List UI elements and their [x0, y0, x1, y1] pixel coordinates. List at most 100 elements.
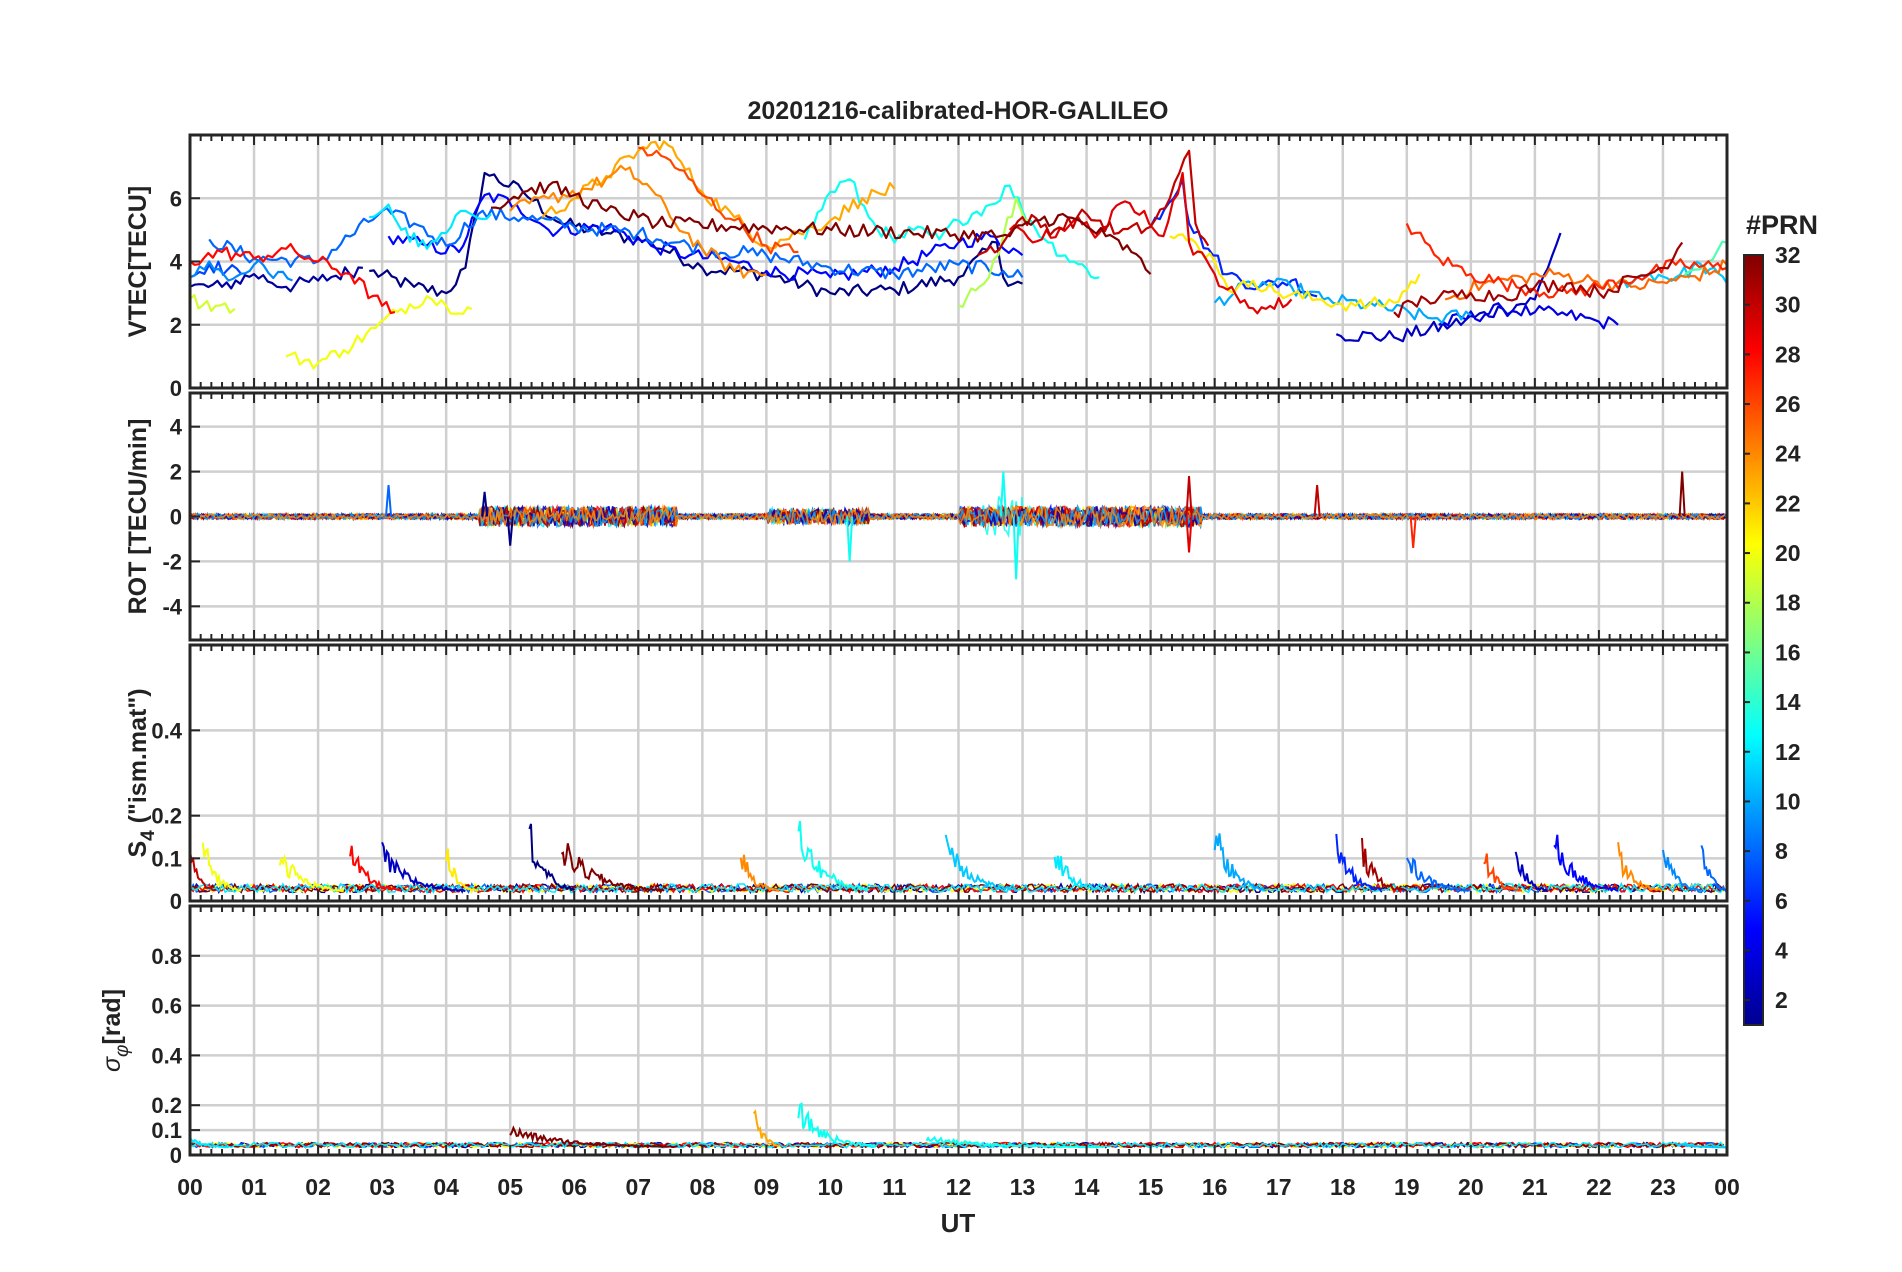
x-tick-label: 23: [1650, 1174, 1676, 1200]
burst-prn-32: [560, 843, 665, 893]
rot-spike-prn-29: [1185, 516, 1193, 553]
y-tick-label-sigma_phi: 0.1: [151, 1118, 182, 1143]
colorbar-tick-label: 16: [1775, 639, 1801, 665]
colorbar-tick-label: 4: [1775, 937, 1788, 963]
burst-prn-24: [1617, 842, 1664, 892]
y-tick-label-vtec: 2: [170, 313, 182, 338]
y-tick-label-sigma_phi: 0: [170, 1143, 182, 1168]
burst-prn-8: [1405, 857, 1472, 892]
x-tick-label: 16: [1202, 1174, 1228, 1200]
panel-s4: 00.10.20.4S4 ("ism.mat"): [124, 643, 1729, 914]
y-tick-label-vtec: 0: [170, 376, 182, 401]
y-tick-label-sigma_phi: 0.6: [151, 994, 182, 1019]
rot-trace-prn-24: [190, 504, 1726, 529]
x-tick-label: 13: [1010, 1174, 1036, 1200]
colorbar-tick-label: 10: [1775, 788, 1801, 814]
burst-prn-26: [1483, 853, 1523, 892]
y-label-s: S: [124, 841, 152, 858]
series-line-prn-13: [803, 178, 1100, 280]
baseline-prn-12: [190, 1141, 1725, 1149]
y-label-phi: φ: [112, 1045, 133, 1057]
x-tick-label: 07: [625, 1174, 651, 1200]
colorbar-tick-label: 2: [1775, 987, 1788, 1013]
colorbar-tick-label: 26: [1775, 391, 1801, 417]
series-line-prn-9: [190, 259, 293, 282]
x-tick-label: 14: [1074, 1174, 1100, 1200]
series-sigma_phi: [190, 1102, 1727, 1149]
series-rot: [190, 471, 1726, 580]
burst-prn-13: [797, 821, 870, 892]
chart-title: 20201216-calibrated-HOR-GALILEO: [748, 97, 1169, 125]
rot-spike-prn-13: [846, 516, 854, 562]
burst-prn-10: [1213, 833, 1267, 892]
burst-prn-13: [797, 1102, 876, 1147]
rot-spike-prn-8: [384, 484, 393, 517]
x-tick-label: 01: [241, 1174, 267, 1200]
x-tick-label: 20: [1458, 1174, 1484, 1200]
burst-prn-30: [190, 850, 216, 892]
rot-spike-prn-13: [999, 471, 1007, 517]
x-tick-label: 19: [1394, 1174, 1420, 1200]
burst-prn-28: [349, 845, 402, 892]
y-tick-label-rot: -4: [162, 594, 182, 619]
series-line-prn-24: [509, 164, 767, 279]
panel-vtec: 0 2 4 6 VTEC[TECU]: [124, 133, 1729, 401]
x-tick-label: 08: [690, 1174, 716, 1200]
series-line-prn-12: [369, 203, 492, 250]
rot-spike-prn-30: [1313, 484, 1321, 517]
series-line-prn-29: [1008, 171, 1293, 315]
burst-prn-13: [925, 1135, 1100, 1149]
series-line-prn-4: [1438, 302, 1619, 330]
burst-prn-11: [944, 834, 1017, 892]
colorbar-tick-label: 32: [1775, 242, 1801, 268]
burst-prn-5: [1553, 834, 1619, 893]
colorbar-tick-label: 14: [1775, 689, 1801, 715]
series-line-prn-26: [638, 146, 799, 255]
x-tick-labels: 00 01 02 03 04 05 06 07 08 09 10 11 12 13 14 15 16 17 18 19…: [177, 1174, 1740, 1200]
y-tick-label-s4: 0.1: [151, 846, 182, 871]
colorbar-tick-label: 28: [1775, 341, 1801, 367]
colorbar-tick-label: 18: [1775, 590, 1801, 616]
y-label-rest: [rad]: [98, 989, 126, 1045]
y-tick-label-s4: 0.4: [151, 718, 182, 743]
series-line-prn-30: [977, 149, 1210, 257]
y-tick-label-sigma_phi: 0.4: [151, 1043, 182, 1068]
x-tick-label: 21: [1522, 1174, 1548, 1200]
colorbar-tick-label: 12: [1775, 739, 1801, 765]
rot-spike-prn-1: [506, 516, 514, 546]
y-axis-label-s4: S4 ("ism.mat"): [124, 688, 159, 857]
series-line-prn-32: [490, 180, 1152, 275]
burst-prn-9: [1662, 849, 1702, 892]
series-s4: [190, 821, 1727, 895]
x-tick-label: 02: [305, 1174, 331, 1200]
panel-sigma_phi: 00.10.2 0.4 0.6 0.8 σφ[rad]: [98, 904, 1729, 1168]
burst-prn-6: [1335, 833, 1382, 892]
series-line-prn-19: [190, 294, 236, 314]
series-line-prn-28: [190, 243, 396, 315]
burst-prn-3: [381, 841, 466, 893]
series-line-prn-3: [1335, 232, 1562, 343]
burst-prn-20: [278, 853, 344, 893]
y-axis-label-vtec: VTEC[TECU]: [124, 186, 152, 337]
series-line-prn-5: [387, 192, 1024, 282]
colorbar-tick-label: 20: [1775, 540, 1801, 566]
y-tick-label-vtec: 4: [170, 250, 183, 275]
y-axis-label-sigma_phi: σφ[rad]: [98, 989, 133, 1072]
burst-prn-11: [1675, 1143, 1727, 1149]
burst-prn-31: [1361, 837, 1408, 892]
series-line-prn-27: [1405, 223, 1727, 299]
x-tick-label: 22: [1586, 1174, 1612, 1200]
series-line-prn-23: [541, 140, 896, 250]
x-tick-label: 06: [561, 1174, 587, 1200]
y-tick-label-rot: 4: [170, 415, 183, 440]
series-line-prn-31: [1393, 241, 1684, 318]
baseline-prn-28: [190, 882, 1725, 894]
y-tick-label-rot: -2: [162, 549, 182, 574]
series-line-prn-2: [190, 266, 363, 293]
colorbar-tick-label: 6: [1775, 888, 1788, 914]
series-line-prn-20: [285, 295, 473, 370]
y-tick-label-s4: 0: [170, 889, 182, 914]
x-tick-label: 12: [946, 1174, 972, 1200]
